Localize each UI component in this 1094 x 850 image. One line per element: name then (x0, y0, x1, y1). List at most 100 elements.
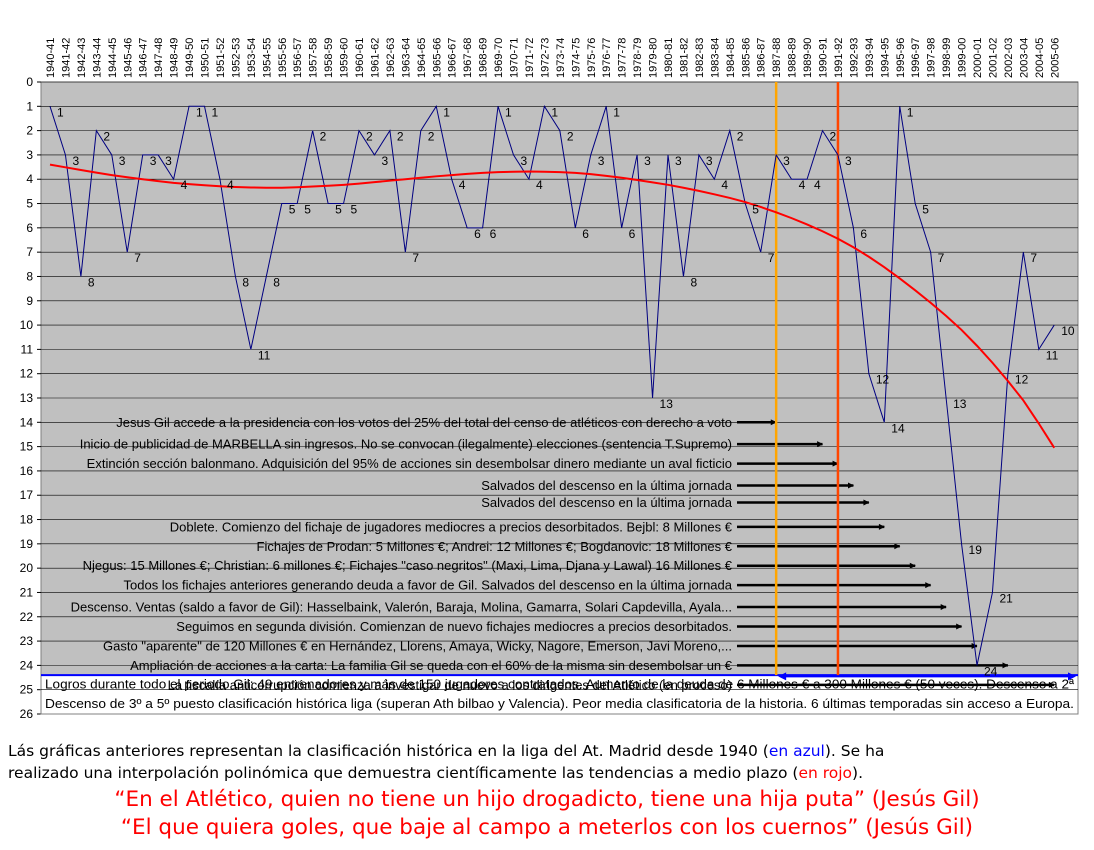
x-tick-label: 1951-52 (215, 38, 227, 78)
point-label: 4 (814, 178, 821, 192)
x-tick-label: 1994-95 (879, 38, 891, 78)
point-label: 4 (227, 178, 234, 192)
point-label: 8 (242, 275, 249, 289)
annotation-text: Extinción sección balonmano. Adquisición… (87, 456, 732, 471)
annotation-text: Descenso. Ventas (saldo a favor de Gil):… (71, 600, 732, 615)
annotation-text: Gasto "aparente" de 120 Millones € en He… (103, 638, 732, 653)
point-label: 3 (644, 154, 651, 168)
point-label: 11 (1046, 348, 1059, 362)
point-label: 6 (474, 227, 481, 241)
summary-line: Descenso de 3º a 5º puesto clasificación… (45, 697, 1074, 711)
ranking-chart: 0123456789101112131415161718192021222324… (20, 38, 1079, 721)
x-tick-label: 1985-86 (740, 38, 752, 78)
x-tick-label: 1949-50 (184, 38, 196, 78)
x-tick-label: 1944-45 (107, 38, 119, 78)
y-tick-label: 25 (20, 683, 34, 697)
point-label: 3 (845, 154, 852, 168)
point-label: 3 (150, 154, 157, 168)
x-tick-label: 1992-93 (848, 38, 860, 78)
point-label: 1 (907, 105, 914, 119)
point-label: 5 (922, 203, 929, 217)
point-label: 4 (799, 178, 806, 192)
point-label: 3 (119, 154, 126, 168)
y-tick-label: 5 (26, 197, 33, 211)
y-tick-label: 2 (26, 124, 33, 138)
x-tick-label: 1982-83 (694, 38, 706, 78)
point-label: 2 (830, 130, 837, 144)
x-tick-label: 1995-96 (895, 38, 907, 78)
point-label: 3 (381, 154, 388, 168)
gil-period-arrow-left (778, 672, 787, 681)
point-label: 4 (721, 178, 728, 192)
point-label: 24 (984, 664, 998, 678)
y-tick-label: 10 (20, 318, 34, 332)
point-label: 1 (551, 105, 558, 119)
x-tick-label: 1990-91 (818, 38, 830, 78)
point-label: 1 (505, 105, 512, 119)
x-tick-label: 1997-98 (926, 38, 938, 78)
y-tick-label: 4 (26, 172, 33, 186)
point-label: 5 (335, 203, 342, 217)
point-label: 2 (567, 130, 574, 144)
x-tick-label: 1960-61 (354, 38, 366, 78)
annotation-text: Inicio de publicidad de MARBELLA sin ing… (80, 437, 732, 452)
x-tick-label: 1952-53 (230, 38, 242, 78)
y-tick-label: 24 (20, 658, 34, 672)
point-label: 13 (660, 397, 674, 411)
x-tick-label: 1996-97 (910, 38, 922, 78)
x-tick-label: 1954-55 (261, 38, 273, 78)
x-tick-label: 1972-73 (539, 38, 551, 78)
point-label: 6 (860, 227, 867, 241)
point-label: 12 (1015, 373, 1029, 387)
x-tick-label: 1945-46 (122, 38, 134, 78)
x-tick-label: 1978-79 (632, 38, 644, 78)
x-tick-label: 1941-42 (60, 38, 72, 78)
point-label: 5 (289, 203, 296, 217)
x-tick-label: 1977-78 (617, 38, 629, 78)
point-label: 8 (273, 275, 280, 289)
point-label: 7 (768, 251, 775, 265)
y-tick-label: 19 (20, 537, 34, 551)
y-tick-label: 23 (20, 634, 34, 648)
point-label: 6 (490, 227, 497, 241)
y-tick-label: 22 (20, 610, 34, 624)
x-tick-label: 1962-63 (385, 38, 397, 78)
caption-line-2: realizado una interpolación polinómica q… (8, 764, 864, 782)
point-label: 7 (412, 251, 419, 265)
x-tick-label: 2004-05 (1034, 38, 1046, 78)
x-tick-label: 1975-76 (586, 38, 598, 78)
trend-line (49, 163, 1056, 449)
point-label: 14 (891, 421, 905, 435)
point-label: 3 (521, 154, 528, 168)
x-tick-label: 1950-51 (200, 38, 212, 78)
caption-blue-label: en azul (768, 742, 825, 760)
gil-period-arrow-right (1068, 672, 1076, 681)
annotation-text: Seguimos en segunda división. Comienzan … (176, 619, 732, 634)
point-label: 3 (675, 154, 682, 168)
x-tick-label: 1958-59 (323, 38, 335, 78)
x-tick-label: 1984-85 (725, 38, 737, 78)
y-tick-label: 9 (26, 294, 33, 308)
annotation-text: Salvados del descenso en la última jorna… (481, 495, 733, 510)
x-tick-label: 1942-43 (76, 38, 88, 78)
y-tick-label: 26 (20, 707, 34, 721)
point-label: 7 (134, 251, 141, 265)
point-label: 1 (212, 105, 219, 119)
caption-red-label: en rojo (798, 764, 853, 782)
y-tick-label: 12 (20, 367, 34, 381)
point-label: 10 (1061, 324, 1075, 338)
point-label: 4 (181, 178, 188, 192)
y-tick-label: 16 (20, 464, 34, 478)
point-label: 2 (103, 130, 110, 144)
point-label: 4 (459, 178, 466, 192)
point-label: 2 (366, 130, 373, 144)
point-label: 2 (428, 130, 435, 144)
x-tick-label: 1976-77 (601, 38, 613, 78)
x-tick-label: 1943-44 (91, 38, 103, 78)
x-tick-label: 1965-66 (431, 38, 443, 78)
annotation-text: Ampliación de acciones a la carta: La fa… (130, 658, 733, 673)
x-tick-label: 1991-92 (833, 38, 845, 78)
y-tick-label: 14 (20, 415, 34, 429)
x-tick-label: 1988-89 (787, 38, 799, 78)
y-tick-label: 21 (20, 585, 34, 599)
